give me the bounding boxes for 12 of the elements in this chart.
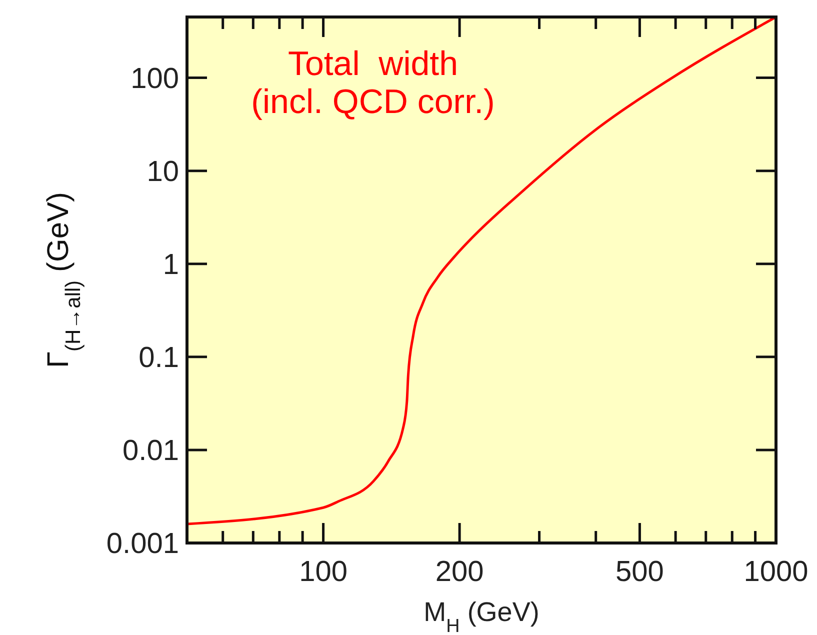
x-axis-title: M$_{H}$ (GeV) [424, 597, 540, 635]
y-tick-label: 100 [130, 62, 179, 95]
x-tick-label: 100 [299, 556, 348, 588]
text: Total width (incl. QCD corr.) [251, 45, 495, 121]
x-tick-label: 200 [435, 556, 484, 588]
y-tick-label: 0.01 [122, 434, 179, 467]
y-tick-label: 10 [146, 156, 179, 188]
x-tick-label: 1000 [744, 556, 808, 588]
x-tick-label: 500 [616, 556, 664, 588]
y-tick-label: 0.001 [106, 528, 179, 560]
y-tick-label: 1 [162, 248, 179, 281]
y-tick-label: 0.1 [138, 342, 179, 374]
